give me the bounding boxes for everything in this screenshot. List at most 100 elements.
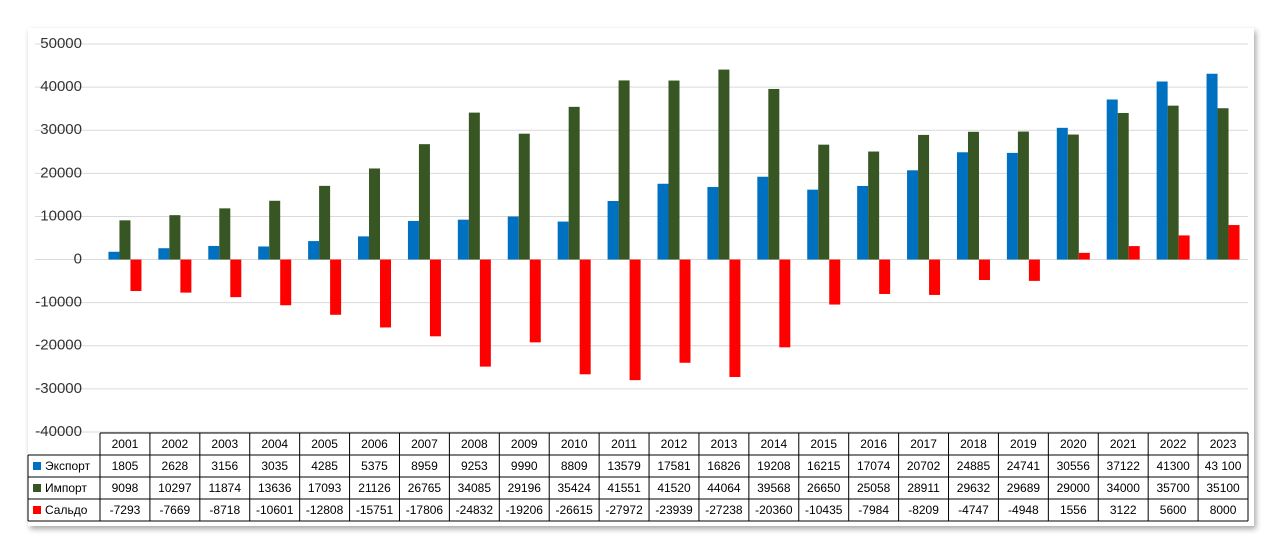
y-tick-label: -20000 (35, 337, 82, 354)
bar (956, 152, 968, 260)
bar (1006, 152, 1018, 260)
bar (757, 176, 769, 260)
table-year: 2019 (1010, 437, 1037, 451)
bar (1067, 134, 1079, 260)
bar (1128, 246, 1140, 260)
table-value: 25058 (857, 481, 891, 495)
bar (879, 259, 891, 294)
table-value: 43 100 (1205, 459, 1242, 473)
table-value: 5600 (1160, 503, 1187, 517)
table-value: 24741 (1007, 459, 1041, 473)
table-value: 37122 (1107, 459, 1141, 473)
bar (457, 219, 469, 260)
legend-label: Экспорт (45, 459, 91, 473)
y-tick-label: -40000 (35, 423, 82, 440)
bar (507, 216, 519, 260)
bar (180, 259, 192, 293)
y-tick-label: 10000 (40, 207, 82, 224)
table-value: 1556 (1060, 503, 1087, 517)
table-value: 9253 (461, 459, 488, 473)
table-value: -27972 (605, 503, 643, 517)
table-value: 3122 (1110, 503, 1137, 517)
bar (518, 133, 530, 260)
bar (1078, 252, 1090, 260)
table-year: 2020 (1060, 437, 1087, 451)
table-year: 2003 (211, 437, 238, 451)
bar (380, 259, 392, 328)
legend-swatch (33, 484, 41, 492)
bar (718, 69, 730, 260)
table-value: 8809 (561, 459, 588, 473)
table-value: 9990 (511, 459, 538, 473)
bar (967, 131, 979, 260)
table-value: 8000 (1210, 503, 1237, 517)
y-tick-label: 40000 (40, 78, 82, 95)
table-value: 34085 (458, 481, 492, 495)
bar (108, 251, 120, 260)
table-year: 2005 (311, 437, 338, 451)
bar (330, 259, 342, 315)
table-value: 16215 (807, 459, 841, 473)
bar (679, 259, 691, 363)
bar (1056, 127, 1068, 260)
legend-label: Импорт (45, 481, 87, 495)
table-value: 3156 (211, 459, 238, 473)
legend-label: Сальдо (45, 503, 88, 517)
table-value: -7984 (858, 503, 889, 517)
table-value: 17074 (857, 459, 891, 473)
bar (429, 259, 441, 337)
table-year: 2023 (1210, 437, 1237, 451)
table-value: 19208 (757, 459, 791, 473)
table-value: 17093 (308, 481, 342, 495)
bar (308, 241, 320, 260)
table-value: 9098 (112, 481, 139, 495)
bar (607, 201, 619, 260)
bar (857, 185, 869, 260)
table-value: 5375 (361, 459, 388, 473)
table-value: 41520 (657, 481, 691, 495)
bar (1217, 108, 1229, 260)
bar (729, 259, 741, 377)
table-value: 10297 (158, 481, 192, 495)
table-year: 2002 (162, 437, 189, 451)
bar (169, 215, 181, 260)
table-value: -27238 (705, 503, 743, 517)
table-value: 29000 (1057, 481, 1091, 495)
bar (479, 259, 491, 367)
bar (1106, 99, 1118, 260)
table-year: 2009 (511, 437, 538, 451)
bar (468, 112, 480, 260)
table-value: -7669 (160, 503, 191, 517)
legend-swatch (33, 506, 41, 514)
bar (258, 246, 270, 260)
table-value: 26765 (408, 481, 442, 495)
table-value: 8959 (411, 459, 438, 473)
table-value: 24885 (957, 459, 991, 473)
table-value: 29689 (1007, 481, 1041, 495)
table-value: 34000 (1107, 481, 1141, 495)
table-year: 2018 (960, 437, 987, 451)
table-value: 26650 (807, 481, 841, 495)
table-year: 2012 (661, 437, 688, 451)
table-year: 2013 (711, 437, 738, 451)
chart-frame (28, 28, 1254, 526)
table-value: 39568 (757, 481, 791, 495)
table-value: -8718 (209, 503, 240, 517)
y-tick-label: 50000 (40, 35, 82, 52)
bar (319, 185, 331, 260)
table-value: -20360 (755, 503, 793, 517)
y-tick-label: -30000 (35, 380, 82, 397)
bar (1017, 131, 1029, 260)
y-tick-label: 30000 (40, 121, 82, 138)
table-value: -8209 (908, 503, 939, 517)
table-value: -4948 (1008, 503, 1039, 517)
table-value: -12808 (306, 503, 344, 517)
bar (779, 259, 791, 348)
table-value: 2628 (162, 459, 189, 473)
bar (1206, 73, 1218, 260)
table-value: 35424 (557, 481, 591, 495)
bar (1156, 81, 1168, 260)
table-value: -15751 (356, 503, 394, 517)
bar (280, 259, 292, 306)
